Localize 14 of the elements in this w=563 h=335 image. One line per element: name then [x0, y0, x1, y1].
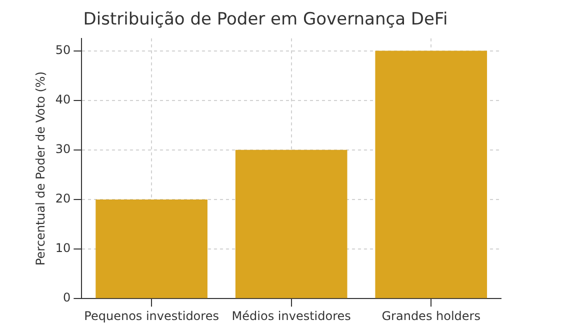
y-tick-label: 30 [55, 142, 71, 156]
bar [235, 150, 348, 298]
y-tick-label: 10 [55, 241, 71, 256]
y-tick-label: 40 [55, 92, 71, 106]
bar [96, 199, 208, 298]
chart-title: Distribuição de Poder em Governança DeFi [83, 10, 448, 30]
x-tick-label: Grandes holders [382, 308, 480, 323]
bar [375, 50, 488, 298]
y-axis-title: Percentual de Poder de Voto (%) [33, 71, 48, 266]
y-tick-label: 0 [63, 290, 71, 305]
y-tick-label: 50 [55, 42, 71, 57]
x-tick-label: Pequenos investidores [84, 308, 219, 323]
x-tick-label: Médios investidores [232, 308, 351, 323]
y-tick-label: 20 [55, 192, 71, 206]
